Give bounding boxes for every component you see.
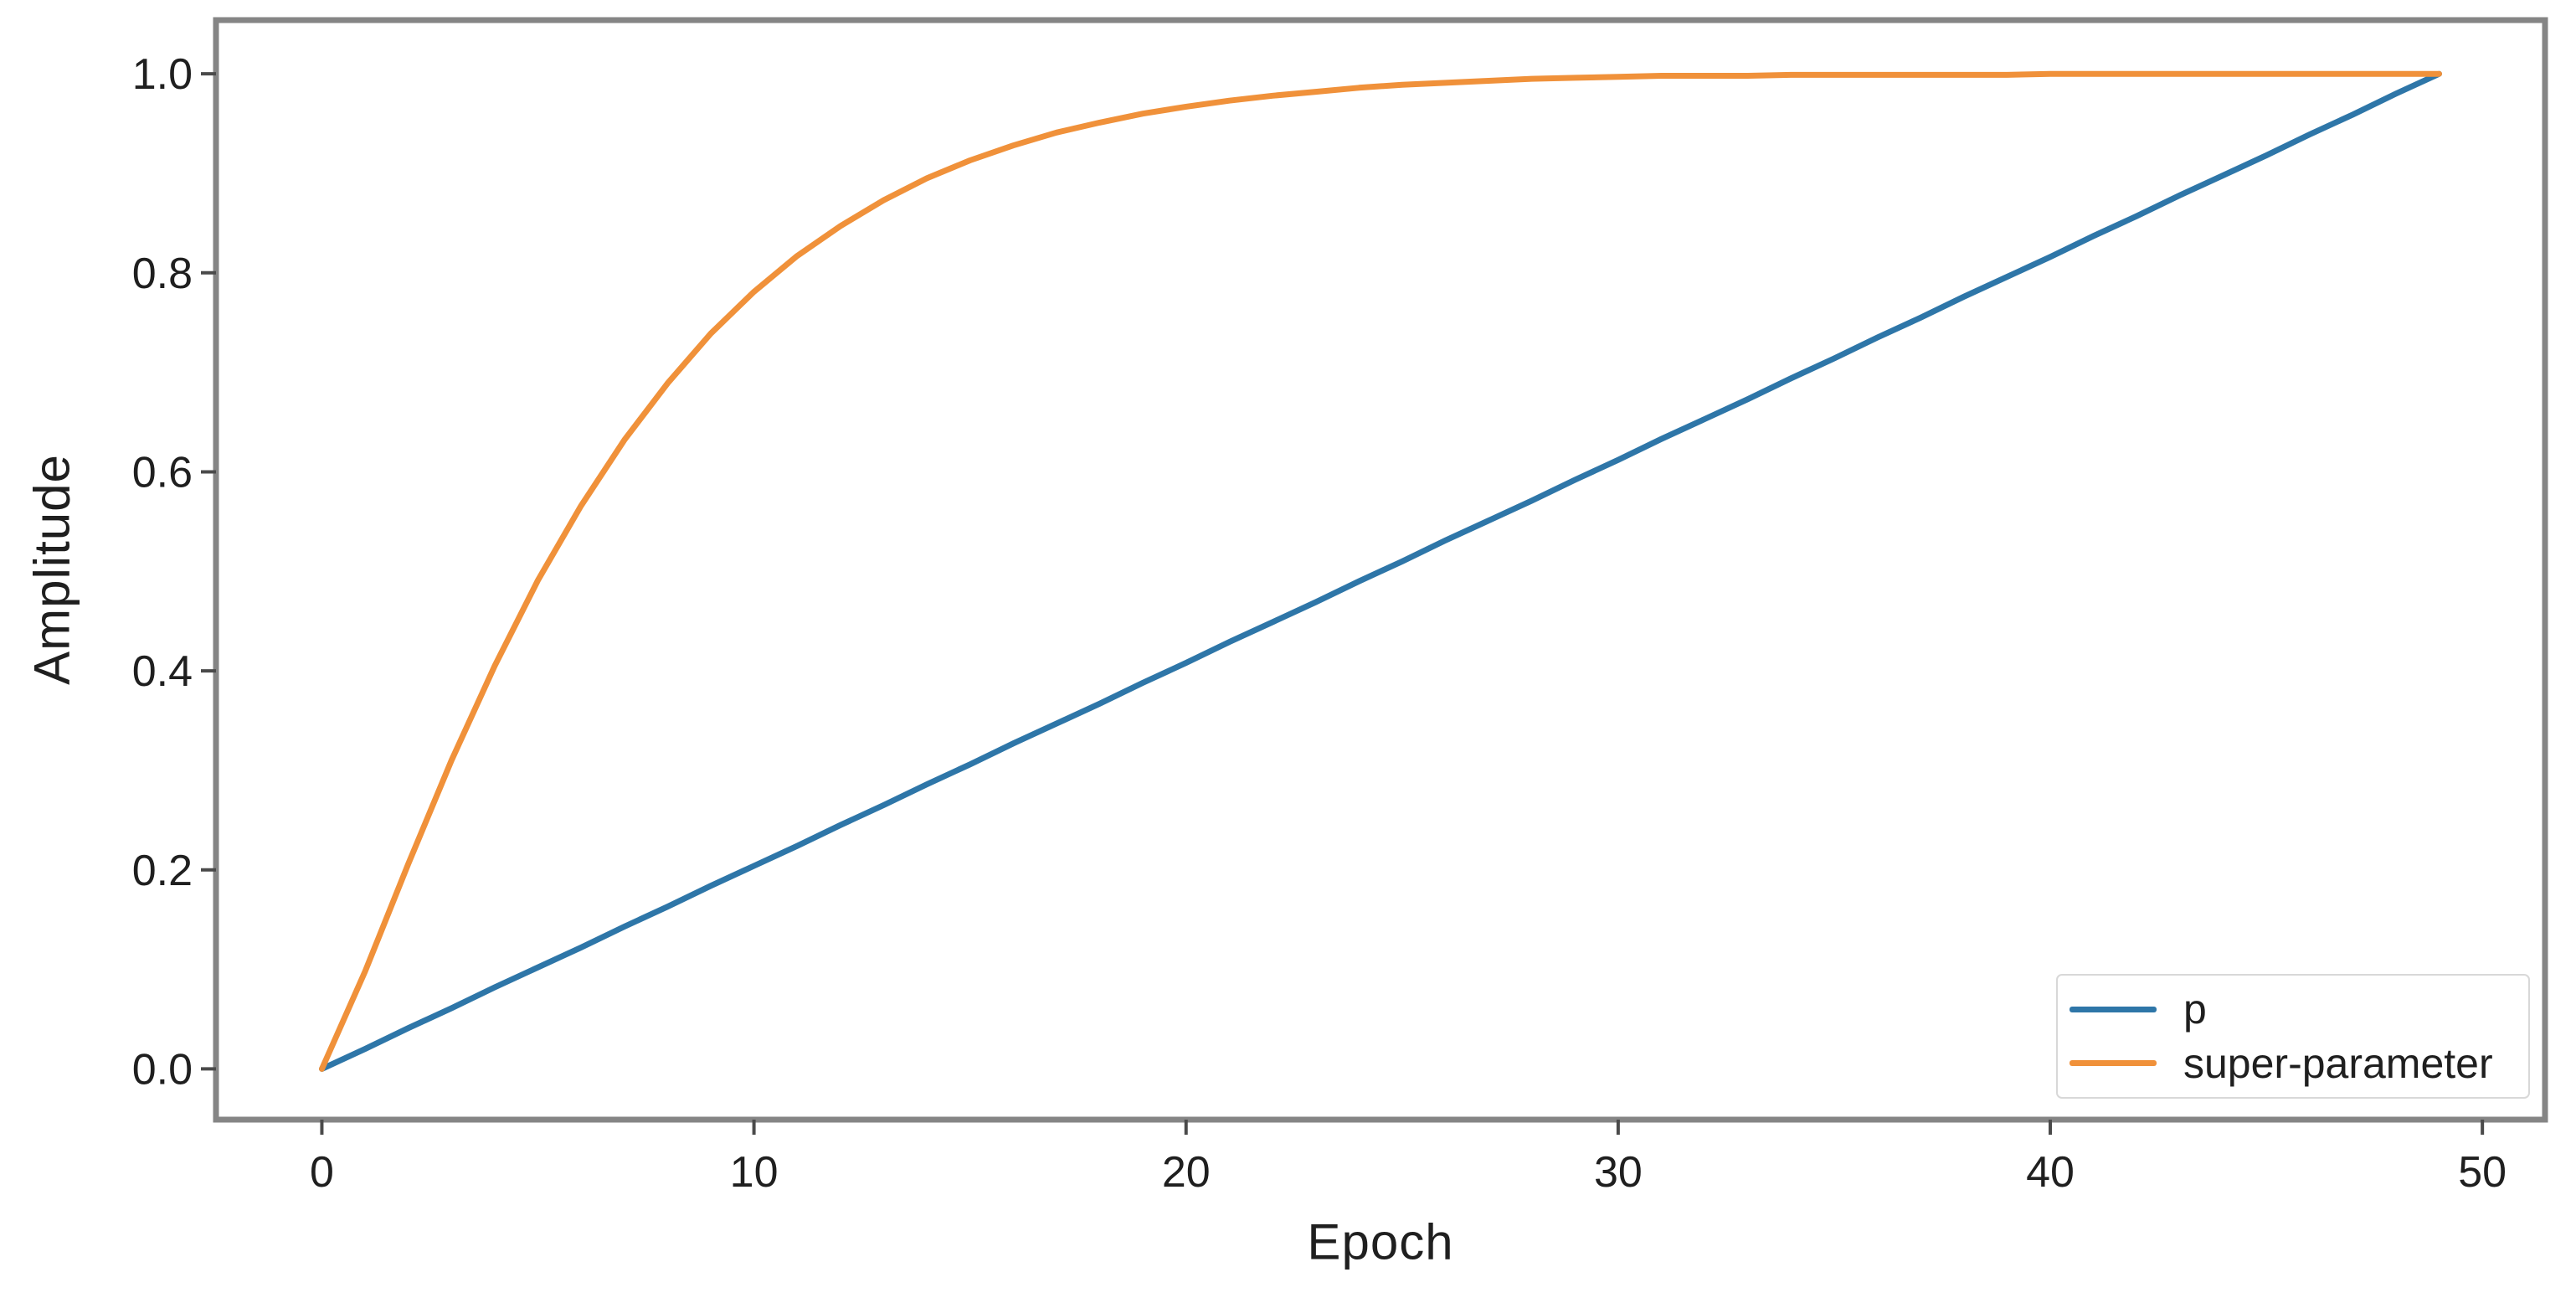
y-tick-label: 0.0 xyxy=(132,1045,193,1094)
x-tick-label: 0 xyxy=(310,1148,334,1197)
y-tick-label: 1.0 xyxy=(132,50,193,99)
legend-item-p: p xyxy=(2058,984,2528,1034)
y-tick-label: 0.6 xyxy=(132,448,193,497)
x-tick-label: 10 xyxy=(730,1148,779,1197)
x-tick-label: 50 xyxy=(2458,1148,2507,1197)
series-line-p xyxy=(319,70,2442,1072)
x-tick-label: 40 xyxy=(2026,1148,2075,1197)
legend: p super-parameter xyxy=(2056,974,2530,1099)
legend-line-swatch-blue xyxy=(2070,1006,2157,1012)
legend-label-p: p xyxy=(2183,986,2207,1033)
x-tick-label: 20 xyxy=(1162,1148,1211,1197)
y-tick-label: 0.2 xyxy=(132,847,193,895)
legend-label-super-parameter: super-parameter xyxy=(2183,1039,2493,1087)
x-tick-label: 30 xyxy=(1594,1148,1643,1197)
x-axis-label: Epoch xyxy=(1307,1213,1454,1270)
axes-spines xyxy=(213,17,2548,1123)
legend-item-super-parameter: super-parameter xyxy=(2058,1038,2528,1089)
y-tick-label: 0.4 xyxy=(132,647,193,696)
legend-line-swatch-orange xyxy=(2070,1060,2157,1067)
series-line-super-parameter xyxy=(319,70,2442,1072)
y-tick-label: 0.8 xyxy=(132,250,193,298)
y-axis-label: Amplitude xyxy=(23,454,80,685)
